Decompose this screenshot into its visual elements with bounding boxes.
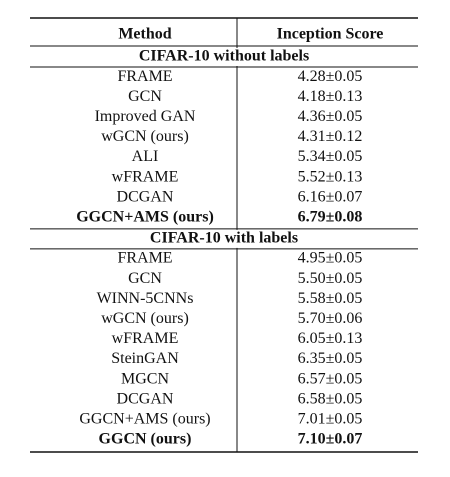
- section-title: CIFAR-10 with labels: [150, 230, 298, 247]
- method-cell: MGCN: [121, 370, 169, 387]
- method-cell: GGCN+AMS (ours): [79, 410, 210, 427]
- method-cell: wGCN (ours): [101, 310, 189, 327]
- score-cell: 4.28±0.05: [298, 68, 363, 85]
- method-cell: SteinGAN: [111, 350, 179, 367]
- method-cell: wFRAME: [112, 168, 179, 185]
- score-cell: 4.31±0.12: [298, 128, 363, 145]
- score-cell: 6.35±0.05: [298, 350, 363, 367]
- score-cell: 7.01±0.05: [298, 410, 363, 427]
- header-method: Method: [118, 26, 171, 43]
- method-cell: Improved GAN: [95, 108, 196, 125]
- score-cell: 5.58±0.05: [298, 290, 363, 307]
- score-cell: 4.36±0.05: [298, 108, 363, 125]
- method-cell: GCN: [128, 270, 162, 287]
- score-cell: 6.05±0.13: [298, 330, 363, 347]
- method-cell: wFRAME: [112, 330, 179, 347]
- section-bg: [120, 229, 328, 248]
- score-cell: 6.79±0.08: [298, 208, 363, 225]
- score-cell: 5.50±0.05: [298, 270, 363, 287]
- score-cell: 4.95±0.05: [298, 250, 363, 267]
- score-cell: 7.10±0.07: [298, 431, 363, 448]
- method-cell: DCGAN: [117, 390, 174, 407]
- score-cell: 6.16±0.07: [298, 188, 363, 205]
- method-cell: wGCN (ours): [101, 128, 189, 145]
- method-cell: FRAME: [117, 68, 172, 85]
- method-cell: GGCN (ours): [99, 431, 192, 448]
- method-cell: WINN-5CNNs: [97, 290, 194, 307]
- method-cell: GGCN+AMS (ours): [76, 208, 214, 225]
- method-cell: GCN: [128, 88, 162, 105]
- method-cell: DCGAN: [117, 188, 174, 205]
- section-title: CIFAR-10 without labels: [139, 48, 309, 65]
- method-cell: FRAME: [117, 250, 172, 267]
- score-cell: 5.34±0.05: [298, 148, 363, 165]
- score-cell: 6.58±0.05: [298, 390, 363, 407]
- section-bg: [120, 48, 328, 66]
- score-cell: 6.57±0.05: [298, 370, 363, 387]
- score-cell: 5.52±0.13: [298, 168, 363, 185]
- score-cell: 4.18±0.13: [298, 88, 363, 105]
- header-score: Inception Score: [277, 26, 384, 43]
- method-cell: ALI: [132, 148, 159, 165]
- score-cell: 5.70±0.06: [298, 310, 363, 327]
